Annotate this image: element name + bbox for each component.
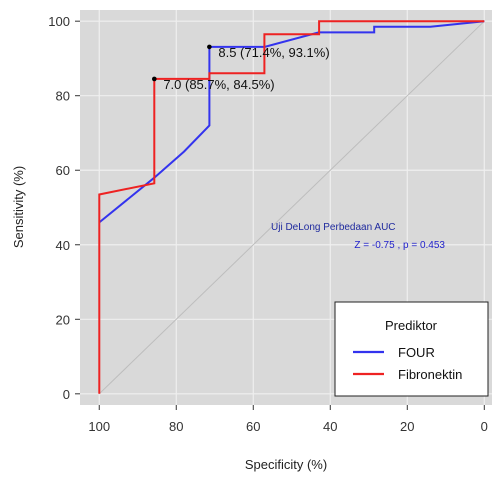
x-tick-label: 20 — [400, 419, 414, 434]
x-axis-title: Specificity (%) — [245, 457, 327, 472]
legend-label-four: FOUR — [398, 345, 435, 360]
grid-lines — [80, 10, 492, 405]
test-title: Uji DeLong Perbedaan AUC — [271, 222, 396, 233]
y-tick-label: 40 — [56, 238, 70, 253]
threshold-label-1: 7.0 (85.7%, 84.5%) — [163, 77, 274, 92]
threshold-point-1 — [152, 76, 157, 82]
y-tick-label: 20 — [56, 312, 70, 327]
threshold-label-0: 8.5 (71.4%, 93.1%) — [218, 45, 329, 60]
y-tick-label: 80 — [56, 89, 70, 104]
legend-title: Prediktor — [385, 318, 438, 333]
x-tick-label: 100 — [88, 419, 110, 434]
x-tick-label: 80 — [169, 419, 183, 434]
legend-box — [334, 301, 489, 397]
y-tick-label: 0 — [63, 387, 70, 402]
axes: 100 80 60 40 20 0 0 20 40 60 80 100 — [48, 14, 488, 434]
y-tick-label: 60 — [56, 163, 70, 178]
annotations: 8.5 (71.4%, 93.1%) 7.0 (85.7%, 84.5%) — [152, 44, 330, 92]
legend-label-fibronektin: Fibronektin — [398, 367, 462, 382]
series-lines — [98, 20, 485, 394]
threshold-point-0 — [207, 44, 212, 50]
test-value: Z = -0.75 , p = 0.453 — [354, 240, 445, 251]
y-axis-title: Sensitivity (%) — [11, 166, 26, 248]
x-tick-label: 40 — [323, 419, 337, 434]
reference-diagonal — [98, 20, 485, 395]
y-tick-label: 100 — [48, 14, 70, 29]
legend: Prediktor FOUR Fibronektin — [334, 301, 489, 397]
x-tick-label: 60 — [246, 419, 260, 434]
x-tick-label: 0 — [481, 419, 488, 434]
series-line-fibronektin — [98, 20, 485, 394]
